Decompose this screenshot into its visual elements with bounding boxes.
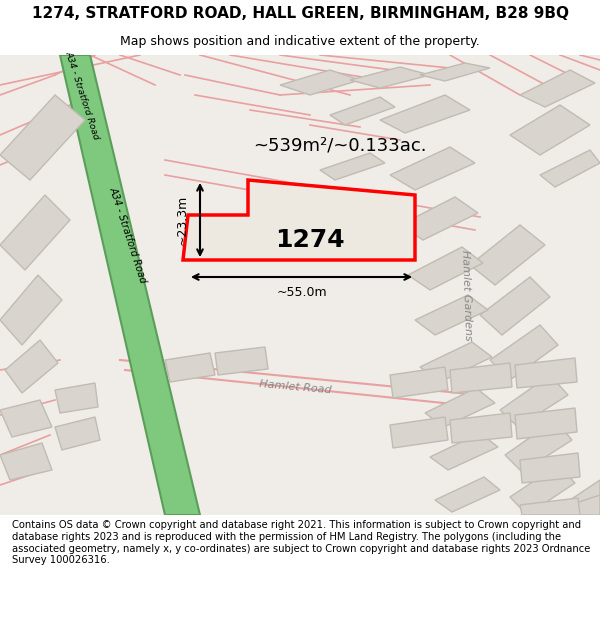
Polygon shape [380, 95, 470, 133]
Polygon shape [0, 95, 85, 180]
Polygon shape [0, 195, 70, 270]
Polygon shape [0, 400, 52, 437]
Text: 1274: 1274 [275, 228, 345, 252]
Polygon shape [515, 358, 577, 388]
Text: ~23.3m: ~23.3m [176, 195, 188, 245]
Polygon shape [0, 443, 52, 480]
Polygon shape [540, 495, 600, 515]
Polygon shape [390, 147, 475, 190]
Polygon shape [510, 105, 590, 155]
Polygon shape [555, 480, 600, 515]
Polygon shape [183, 180, 415, 260]
Polygon shape [390, 367, 448, 398]
Polygon shape [450, 413, 512, 443]
Polygon shape [520, 453, 580, 483]
Polygon shape [320, 153, 385, 180]
Polygon shape [5, 340, 58, 393]
Polygon shape [500, 375, 568, 427]
Polygon shape [280, 70, 360, 95]
Polygon shape [425, 388, 495, 427]
Polygon shape [0, 55, 600, 515]
Polygon shape [470, 225, 545, 285]
Polygon shape [540, 150, 600, 187]
Text: ~539m²/~0.133ac.: ~539m²/~0.133ac. [253, 136, 427, 154]
Polygon shape [400, 197, 478, 240]
Polygon shape [330, 97, 395, 125]
Polygon shape [435, 477, 500, 512]
Polygon shape [450, 363, 512, 393]
Polygon shape [515, 408, 577, 439]
Text: Hamlet Road: Hamlet Road [259, 379, 332, 395]
Text: Map shows position and indicative extent of the property.: Map shows position and indicative extent… [120, 35, 480, 48]
Polygon shape [55, 417, 100, 450]
Polygon shape [390, 417, 448, 448]
Polygon shape [60, 55, 200, 515]
Polygon shape [325, 203, 390, 230]
Text: 1274, STRATFORD ROAD, HALL GREEN, BIRMINGHAM, B28 9BQ: 1274, STRATFORD ROAD, HALL GREEN, BIRMIN… [32, 6, 569, 21]
Text: A34 - Stratford Road: A34 - Stratford Road [107, 186, 148, 284]
Polygon shape [408, 247, 483, 290]
Polygon shape [480, 277, 550, 335]
Polygon shape [490, 325, 558, 380]
Polygon shape [430, 433, 498, 470]
Polygon shape [510, 465, 575, 515]
Polygon shape [420, 63, 490, 81]
Text: ~55.0m: ~55.0m [276, 286, 327, 299]
Text: Contains OS data © Crown copyright and database right 2021. This information is : Contains OS data © Crown copyright and d… [12, 521, 590, 565]
Polygon shape [505, 420, 572, 472]
Polygon shape [165, 353, 215, 382]
Polygon shape [420, 342, 492, 382]
Text: A34 - Stratford Road: A34 - Stratford Road [64, 49, 101, 141]
Polygon shape [520, 70, 595, 107]
Polygon shape [520, 498, 580, 515]
Polygon shape [415, 295, 488, 335]
Polygon shape [55, 383, 98, 413]
Polygon shape [0, 275, 62, 345]
Polygon shape [350, 67, 430, 88]
Polygon shape [215, 347, 268, 375]
Text: Hamlet Gardens: Hamlet Gardens [460, 249, 473, 341]
